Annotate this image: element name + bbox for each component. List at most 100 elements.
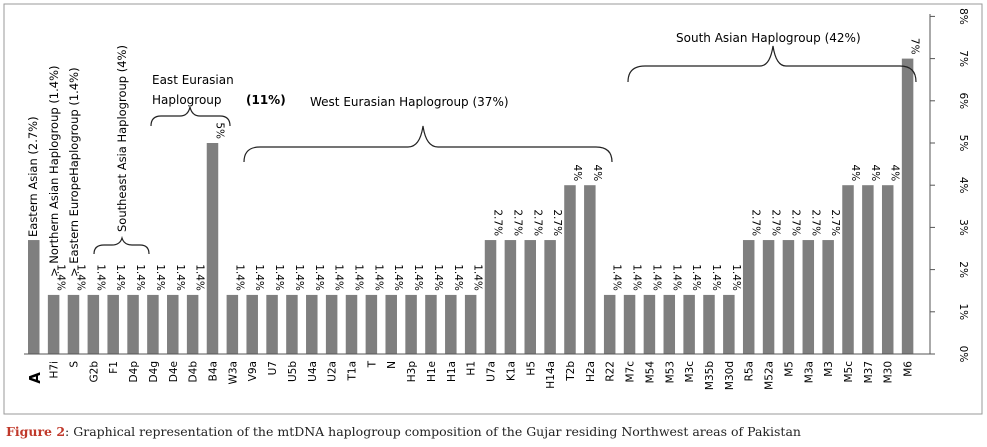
category-label: M37 (863, 361, 875, 383)
value-labels: 1.4% 1.4% 1.4% 1.4% 1.4% 1.4% 1.4% 1.4% 5% 1.4% 1.… (55, 38, 921, 291)
y-tick-label: 4% (957, 177, 969, 194)
west-eurasian-label: West Eurasian Haplogroup (37%) (310, 95, 509, 109)
y-tick-label: 6% (957, 92, 969, 109)
bar (306, 294, 318, 354)
bar-value-label: 1.4% (690, 264, 702, 291)
south-asian-label: South Asian Haplogroup (42%) (676, 31, 861, 45)
bar (723, 294, 735, 354)
category-label: D4b (188, 361, 200, 383)
bar (345, 294, 358, 354)
bar-value-label: 1.4% (710, 264, 722, 291)
bar (742, 240, 755, 354)
bar (762, 240, 775, 354)
category-label: T1a (347, 361, 359, 382)
bar-value-label: 2.7% (770, 209, 782, 236)
bar-value-label: 1.4% (134, 264, 146, 291)
haplogroup-bar-chart: 0%1%2%3%4%5%6%7%8% 1.4% 1.4% 1.4% 1.4% 1.4% 1… (3, 3, 983, 415)
annotation-southeast-asia: Southeast Asia Haplogroup (4%) (115, 45, 129, 232)
category-label: B4a (207, 361, 219, 381)
category-label: D4e (168, 361, 180, 382)
bar-value-label: 1.4% (650, 264, 662, 291)
east-eurasian-label-line2: Haplogroup (152, 93, 222, 107)
category-label: M30d (724, 361, 736, 390)
caption-text: : Graphical representation of the mtDNA … (65, 424, 801, 439)
bar-value-label: 1.4% (253, 264, 265, 291)
bar-value-label: 7% (909, 38, 921, 55)
category-label: U5b (287, 361, 299, 382)
annotation-eastern-asian: Eastern Asian (2.7%) (26, 116, 40, 237)
bar-value-label: 5% (213, 122, 225, 139)
bar-value-label: 1.4% (273, 264, 285, 291)
y-tick-label: 7% (957, 50, 969, 67)
bar-value-label: 1.4% (154, 264, 166, 291)
panel-marker: A (26, 372, 44, 384)
caption-label: Figure 2 (6, 424, 66, 439)
bar (802, 240, 815, 354)
category-label: M3 (823, 361, 835, 377)
east-eurasian-label-line1: East Eurasian (152, 73, 234, 87)
category-label: M6 (903, 361, 915, 377)
bar-value-label: 1.4% (55, 264, 67, 291)
y-tick-label: 0% (957, 346, 969, 363)
category-labels: H7i S G2b F1 D4p D4g D4e D4b B4a W3a V9a U7 U5b U4a U2… (49, 360, 915, 390)
bar (47, 294, 60, 354)
brace-west-eurasian (243, 125, 613, 163)
category-label: M53 (664, 361, 676, 383)
bar-value-label: 1.4% (114, 264, 126, 291)
category-label: H2a (585, 361, 597, 382)
bar (87, 294, 100, 354)
bar (564, 185, 576, 354)
annotation-northern-asian: > Northern Asian Haplogroup (1.4%) (47, 65, 61, 277)
bar (504, 240, 517, 354)
category-label: M3a (803, 361, 815, 383)
bar (464, 294, 477, 354)
bar (405, 294, 417, 354)
bar-value-label: 1.4% (74, 264, 86, 291)
bar-value-label: 4% (889, 165, 901, 182)
bar-value-label: 1.4% (611, 264, 623, 291)
category-label: H1 (466, 361, 478, 376)
category-label: U7 (267, 361, 279, 375)
bar (881, 185, 894, 354)
y-tick-label: 5% (957, 135, 969, 152)
y-tick-label: 8% (957, 8, 969, 25)
category-label: M35b (704, 361, 716, 390)
bar (822, 240, 834, 354)
category-label: H5 (525, 361, 537, 376)
category-label: H1e (426, 361, 438, 382)
brace-southeast-asia (93, 235, 150, 255)
bar-value-label: 1.4% (194, 264, 206, 291)
bar (325, 294, 338, 354)
bar (663, 294, 676, 354)
category-label: U7a (486, 361, 498, 382)
category-label: M30 (883, 361, 895, 383)
brace-east-eurasian (150, 106, 231, 127)
bar-value-label: 2.7% (750, 209, 762, 236)
bar-value-label: 1.4% (392, 264, 404, 291)
bar-value-label: 1.4% (233, 264, 245, 291)
bar-value-label: 2.7% (492, 209, 504, 236)
category-label: K1a (505, 361, 517, 381)
bar (167, 294, 179, 354)
bar-value-label: 2.7% (551, 209, 563, 236)
bar-value-label: 2.7% (789, 209, 801, 236)
bar (107, 294, 119, 354)
bar-value-label: 2.7% (809, 209, 821, 236)
bar-value-label: 2.7% (531, 209, 543, 236)
bar-value-label: 1.4% (293, 264, 305, 291)
bar (842, 185, 854, 354)
bar-value-label: 2.7% (511, 209, 523, 236)
bar (127, 294, 139, 354)
bar (425, 294, 437, 354)
category-label: U2a (327, 361, 339, 382)
bar (901, 58, 914, 354)
bar-value-label: 4% (591, 165, 603, 182)
bar-value-label: 1.4% (94, 264, 106, 291)
bar (385, 294, 397, 354)
bar (544, 240, 556, 354)
bar (445, 294, 457, 354)
figure-caption: Figure 2: Graphical representation of th… (6, 424, 981, 439)
bar-value-label: 1.4% (631, 264, 643, 291)
bar (147, 294, 159, 354)
east-eurasian-percent: (11%) (246, 93, 286, 107)
